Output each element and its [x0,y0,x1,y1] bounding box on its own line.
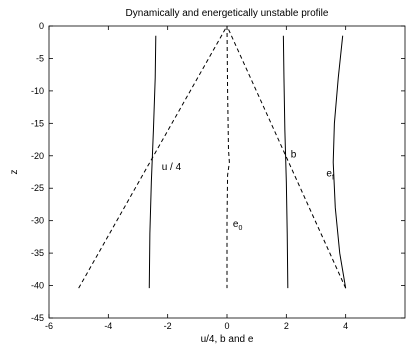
x-tick-label: -6 [45,321,53,331]
y-tick-label: -5 [36,53,44,63]
axis-ticks: -6 -4 -2 0 2 40-5-10-15-20-25-30-35-40-45 [31,21,405,331]
y-tick-label: -35 [31,248,44,258]
annotation-label: u / 4 [162,162,182,173]
annotation-subscript: f [332,175,334,182]
x-tick-label: 0 [224,321,229,331]
series-layer [78,25,347,289]
y-tick-label: -15 [31,118,44,128]
y-tick-label: 0 [39,21,44,31]
y-tick-label: -10 [31,86,44,96]
x-tick-label: 2 [284,321,289,331]
series-line-u_profile [148,35,157,289]
y-axis-title: z [9,170,20,175]
y-tick-label: -25 [31,183,44,193]
series-line-b_profile [282,35,289,289]
x-axis-title: u/4, b and e [201,334,254,345]
chart-title: Dynamically and energetically unstable p… [126,8,329,19]
annotation-label: b [291,150,297,161]
annotation-subscript: 0 [238,225,242,232]
x-tick-label: 4 [343,321,348,331]
series-line-e0 [226,25,230,289]
y-tick-label: -45 [31,313,44,323]
annotations: u / 4 b ef e0 [162,150,334,232]
y-tick-label: -30 [31,216,44,226]
series-line-b [226,25,347,289]
series-line-e_profile [332,35,347,289]
y-tick-label: -40 [31,281,44,291]
y-tick-label: -20 [31,151,44,161]
annotation-label: ef [326,169,334,182]
x-tick-label: -4 [104,321,112,331]
annotation-label: e0 [233,219,243,232]
x-tick-label: -2 [164,321,172,331]
